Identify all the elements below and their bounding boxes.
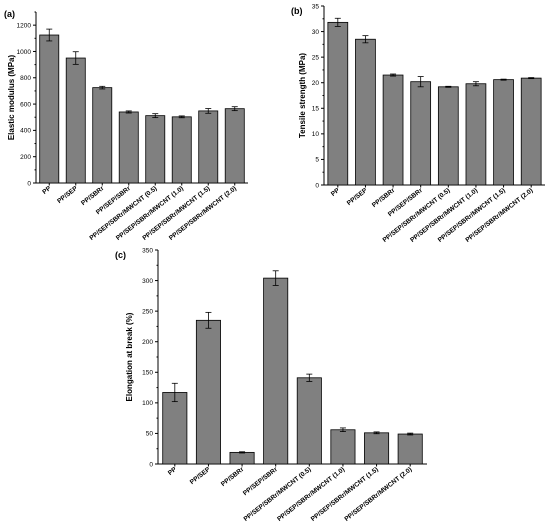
y-tick-label: 25	[312, 54, 320, 61]
y-tick-label: 5	[315, 157, 319, 164]
bar	[229, 451, 255, 465]
bar	[330, 429, 356, 465]
y-tick-label: 300	[142, 278, 153, 285]
x-tick-label: PP	[167, 466, 179, 477]
bar	[355, 38, 376, 186]
y-tick-label: 0	[315, 182, 319, 189]
y-tick-label: 20	[312, 80, 320, 87]
x-tick-label: PP/SEP/SBRr/MWCNT (1.0)	[276, 466, 346, 523]
x-tick-label: PP/SEP/SBRr/MWCNT (2.0)	[343, 466, 413, 523]
chart-panel-3: (c) 0 50 100 150 200 250 300 350 Elongation at br…	[115, 247, 427, 523]
x-tick-label: PP/SBRr	[80, 185, 106, 207]
bar	[65, 57, 86, 184]
x-tick-label: PP/SEP	[56, 185, 79, 205]
chart-panel-2: (b) 0 5 10 15 20 25 30 35 Tensile strength (MPa) P…	[291, 3, 545, 244]
bar	[364, 432, 390, 465]
panel-label: (c)	[115, 250, 126, 260]
panel-label: (a)	[4, 9, 15, 19]
bar	[465, 83, 487, 186]
bar	[224, 108, 245, 184]
y-tick-label: 50	[146, 431, 154, 438]
y-tick-label: 800	[20, 75, 31, 82]
x-tick-label: PP/SEP	[346, 187, 369, 207]
y-axis-title: Tensile strength (MPa)	[298, 53, 307, 139]
bar	[118, 111, 139, 184]
bar	[263, 277, 289, 465]
y-tick-label: 350	[142, 247, 153, 254]
x-tick-label: PP/SEP/SBRr/MWCNT (0.5)	[242, 466, 312, 523]
y-tick-label: 400	[20, 128, 31, 135]
bar	[171, 116, 192, 184]
bar	[327, 21, 349, 186]
y-tick-label: 150	[142, 370, 153, 377]
bar	[382, 74, 404, 186]
y-axis-title: Elongation at break (%)	[125, 312, 134, 401]
y-tick-label: 0	[149, 461, 153, 468]
bar	[162, 392, 188, 465]
bar	[397, 433, 423, 465]
bar	[198, 110, 219, 184]
x-tick-label: PP	[41, 185, 53, 196]
bar	[410, 81, 432, 186]
bar	[145, 115, 166, 184]
y-tick-label: 200	[142, 339, 153, 346]
bar	[92, 87, 113, 184]
y-tick-label: 15	[312, 106, 320, 113]
bar	[493, 79, 514, 186]
bar	[520, 77, 542, 186]
y-tick-label: 0	[27, 180, 31, 187]
y-tick-label: 250	[142, 308, 153, 315]
x-tick-label: PP/SEP/SBRr/MWCNT (1.5)	[310, 466, 380, 523]
x-tick-label: PP/SBRr	[220, 466, 246, 488]
y-tick-label: 30	[312, 29, 320, 36]
bar	[437, 86, 459, 186]
panel-label: (b)	[291, 6, 303, 16]
x-tick-label: PP/SBRr	[371, 187, 397, 209]
y-tick-label: 600	[20, 101, 31, 108]
chart-panel-1: (a) 0 200 400 600 800 1000 1200 Elastic modulus …	[4, 9, 248, 242]
y-tick-label: 10	[312, 131, 320, 138]
bar	[296, 377, 322, 465]
x-tick-label: PP	[330, 187, 342, 198]
x-tick-label: PP/SEP	[189, 466, 212, 486]
y-tick-label: 1000	[17, 49, 32, 56]
bar	[39, 34, 60, 184]
y-tick-label: 35	[312, 3, 320, 10]
y-tick-label: 200	[20, 154, 31, 161]
y-tick-label: 1200	[17, 22, 32, 29]
y-axis-title: Elastic modulus (MPa)	[7, 54, 16, 140]
bar	[195, 319, 221, 465]
y-tick-label: 100	[142, 400, 153, 407]
